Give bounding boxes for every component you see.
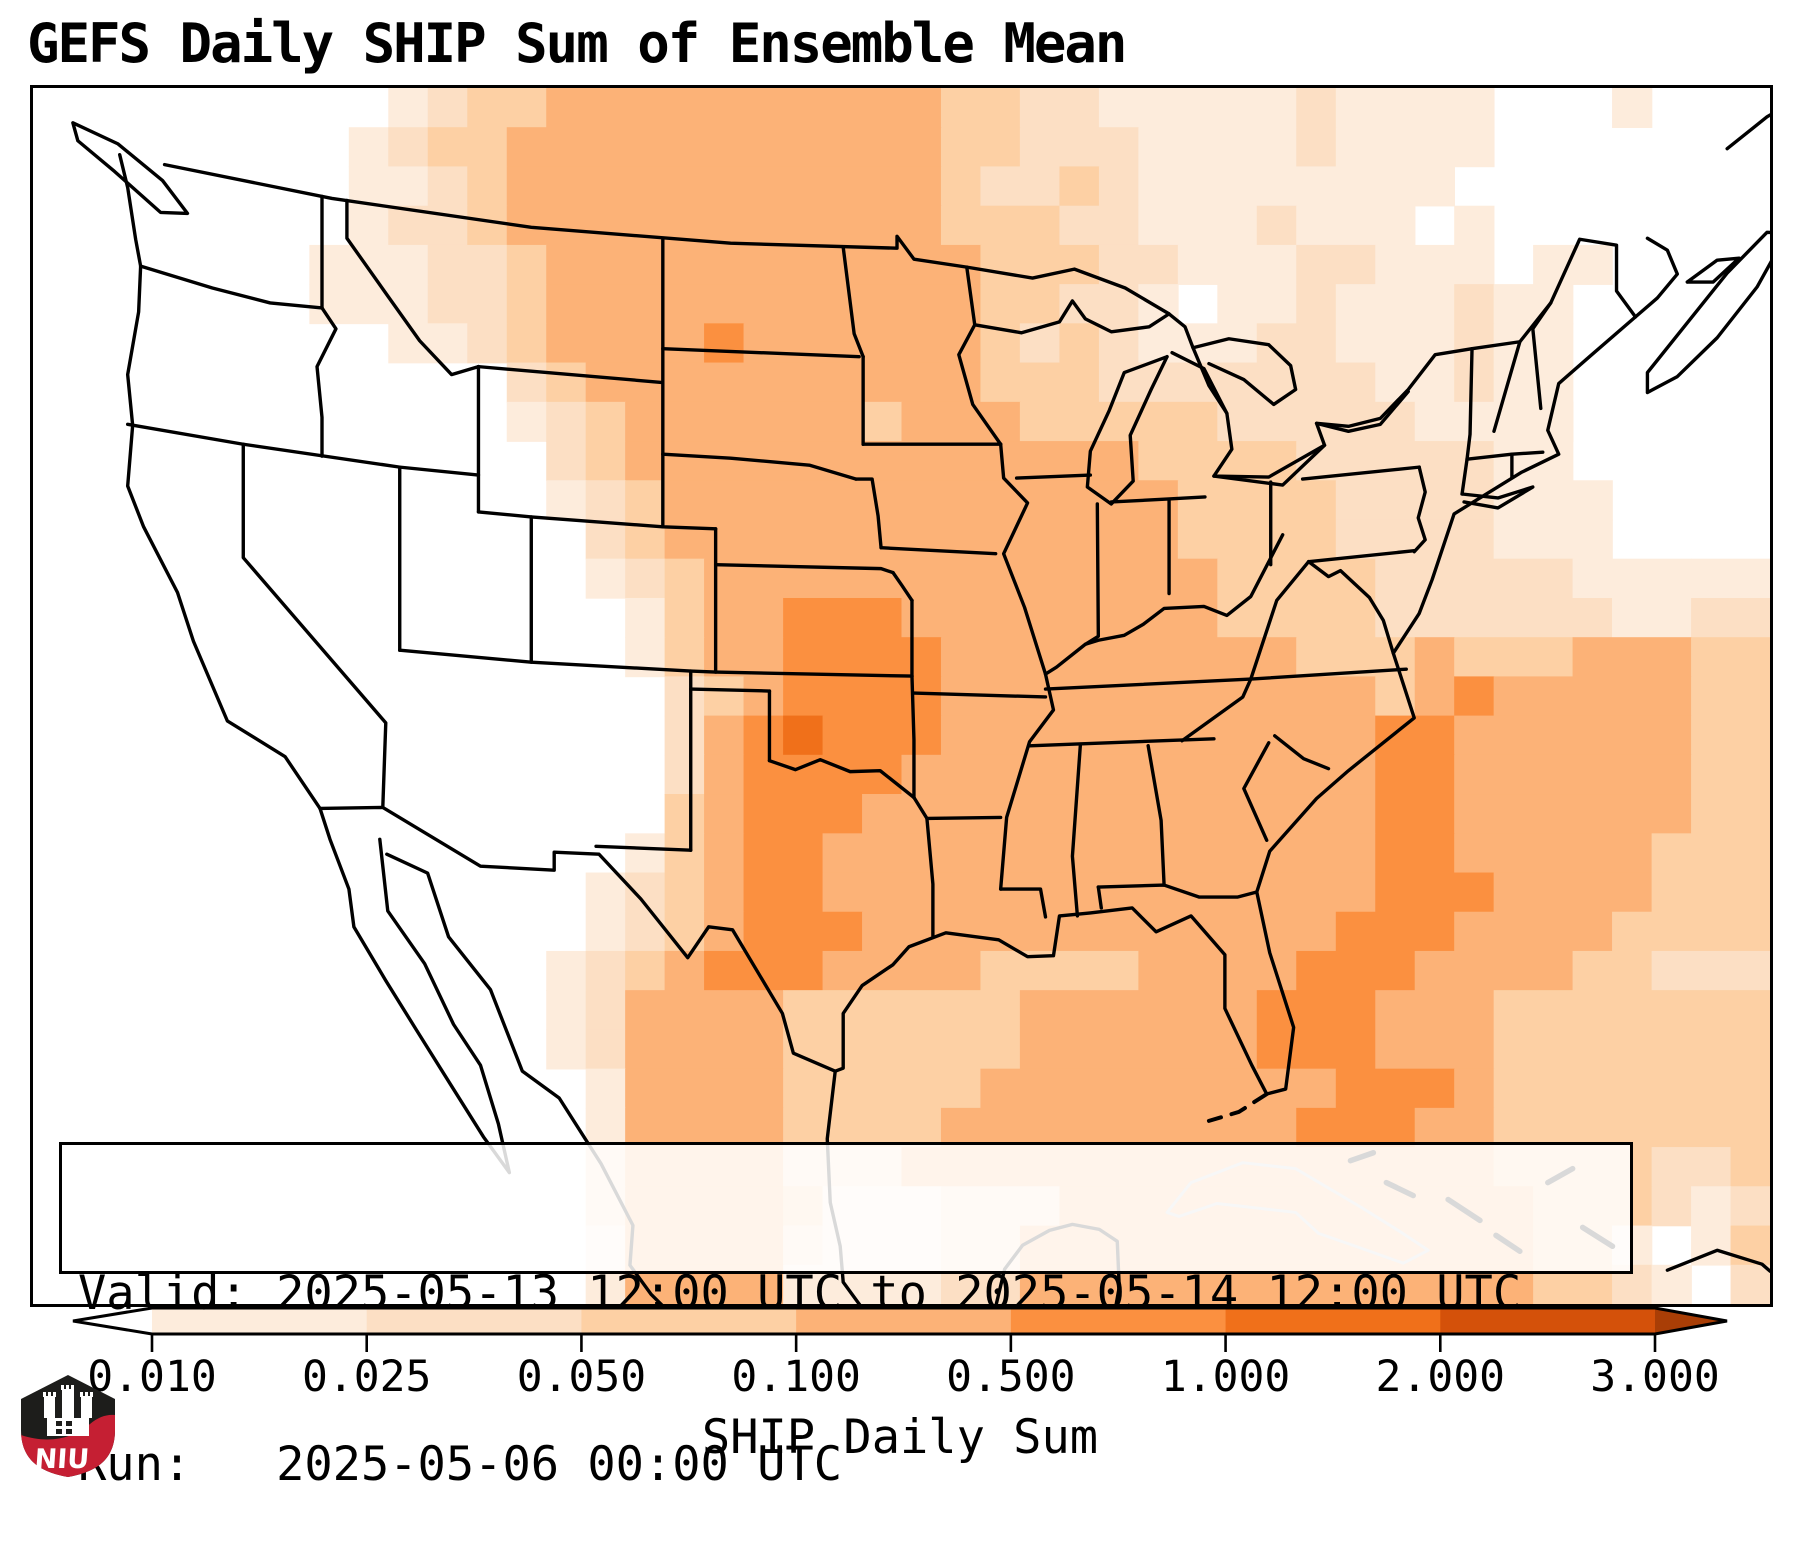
heatmap-cells xyxy=(309,88,1770,1304)
run-time-line: Run: 2025-05-06 00:00 UTC xyxy=(78,1437,843,1492)
forecast-map xyxy=(30,85,1773,1307)
castle-windows xyxy=(56,1421,72,1434)
page-title: GEFS Daily SHIP Sum of Ensemble Mean xyxy=(27,12,1127,75)
valid-run-info-box: Valid: 2025-05-13 12:00 UTC to 2025-05-1… xyxy=(59,1142,1633,1492)
colorbar-tick-label: 0.100 xyxy=(731,1352,861,1402)
niu-shield-red-band xyxy=(21,1414,115,1477)
map-svg xyxy=(71,88,1770,1304)
niu-logo-text: NIU xyxy=(34,1444,91,1475)
colorbar-tick-label: 2.000 xyxy=(1375,1352,1506,1402)
castle-icon xyxy=(43,1385,93,1436)
colorbar-tick-label: 0.050 xyxy=(516,1352,647,1402)
colorbar-tick-label: 0.500 xyxy=(946,1352,1076,1402)
colorbar-axis-label: SHIP Daily Sum xyxy=(701,1410,1099,1465)
colorbar-tick-label: 3.000 xyxy=(1590,1352,1720,1402)
niu-logo: NIU xyxy=(21,1375,115,1477)
colorbar-tick-label: 0.010 xyxy=(87,1352,217,1402)
colorbar-tick-label: 0.025 xyxy=(301,1352,432,1402)
valid-time-line: Valid: 2025-05-13 12:00 UTC to 2025-05-1… xyxy=(78,1266,1522,1321)
colorbar xyxy=(72,1306,1728,1352)
colorbar-tick-label: 1.000 xyxy=(1160,1352,1291,1402)
florida-keys-dashed xyxy=(1206,1092,1269,1123)
